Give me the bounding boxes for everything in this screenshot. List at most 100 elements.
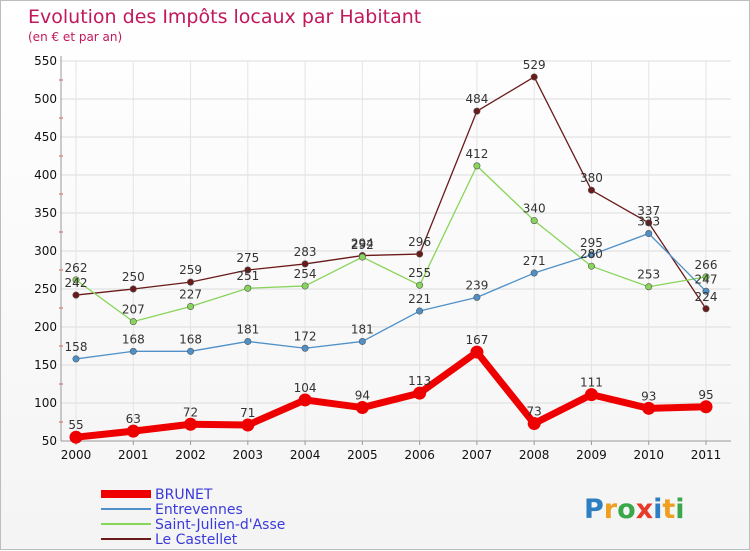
data-point: [72, 355, 80, 363]
series-line: [75, 165, 707, 323]
data-label: 259: [179, 263, 202, 277]
series-line: [75, 76, 707, 310]
data-label: 227: [179, 287, 202, 301]
data-label: 255: [408, 266, 431, 280]
data-label: 250: [122, 270, 145, 284]
data-point: [358, 337, 366, 345]
y-tick-label: 350: [34, 206, 57, 220]
data-point: [244, 284, 252, 292]
data-label: 239: [465, 278, 488, 292]
data-point: [187, 347, 195, 355]
data-label: 221: [408, 292, 431, 306]
y-tick-label: 500: [34, 92, 57, 106]
legend-label: BRUNET: [155, 487, 213, 503]
y-tick-label: 450: [34, 130, 57, 144]
y-tick-label: 150: [34, 358, 57, 372]
data-point: [642, 401, 656, 415]
data-label: 296: [408, 235, 431, 249]
data-label: 529: [523, 58, 546, 72]
data-label: 292: [351, 238, 374, 252]
data-point: [72, 291, 80, 299]
data-label: 323: [637, 215, 660, 229]
data-label: 337: [637, 204, 660, 218]
data-point: [187, 278, 195, 286]
data-label: 266: [695, 258, 718, 272]
x-tick-label: 2010: [633, 448, 664, 462]
x-tick-label: 2007: [462, 448, 493, 462]
data-point: [413, 386, 427, 400]
data-point: [530, 217, 538, 225]
data-point: [473, 162, 481, 170]
data-point: [301, 344, 309, 352]
data-point: [301, 260, 309, 268]
data-label: 412: [465, 147, 488, 161]
data-label: 224: [695, 290, 718, 304]
logo-letter: i: [675, 494, 684, 525]
data-point: [527, 417, 541, 431]
data-label: 294: [351, 237, 374, 251]
data-point: [699, 400, 713, 414]
logo-letter: x: [636, 494, 653, 525]
logo-letter: r: [604, 494, 618, 525]
data-point: [241, 418, 255, 432]
data-point: [126, 424, 140, 438]
y-tick-label: 550: [34, 54, 57, 68]
data-labels: 55 63 72 71 104 94 113 167 73 111 93 95 158 168 168 181…: [65, 58, 718, 432]
axes: 50 100 150 200 250 300 350 400 450 500 550 2000 2001…: [34, 54, 731, 462]
data-label: 93: [641, 389, 656, 403]
x-tick-label: 2008: [519, 448, 550, 462]
data-label: 73: [527, 405, 542, 419]
data-point: [298, 393, 312, 407]
logo-letter: i: [653, 494, 662, 525]
data-point: [473, 107, 481, 115]
data-point: [702, 305, 710, 313]
logo-letter: t: [662, 494, 675, 525]
y-tick-label: 300: [34, 244, 57, 258]
x-tick-label: 2000: [61, 448, 92, 462]
logo-letter: P: [584, 494, 604, 525]
data-label: 247: [695, 272, 718, 286]
data-label: 275: [236, 251, 259, 265]
data-label: 295: [580, 236, 603, 250]
legend-label: Le Castellet: [155, 532, 238, 548]
data-label: 94: [355, 389, 370, 403]
data-label: 283: [294, 245, 317, 259]
proxiti-logo: Proxiti: [584, 494, 685, 525]
gridlines: [61, 60, 731, 442]
data-label: 55: [68, 418, 83, 432]
data-label: 158: [65, 340, 88, 354]
data-label: 111: [580, 376, 603, 390]
x-tick-label: 2009: [576, 448, 607, 462]
data-label: 168: [122, 332, 145, 346]
chart-title: Evolution des Impôts locaux par Habitant: [28, 6, 421, 28]
data-label: 484: [465, 92, 488, 106]
x-tick-label: 2003: [233, 448, 264, 462]
y-tick-label: 200: [34, 320, 57, 334]
data-point: [587, 251, 595, 259]
data-point: [702, 287, 710, 295]
y-tick-label: 100: [34, 396, 57, 410]
data-label: 380: [580, 171, 603, 185]
data-label: 340: [523, 202, 546, 216]
data-label: 181: [236, 322, 259, 336]
data-point: [184, 417, 198, 431]
data-point: [587, 262, 595, 270]
data-point: [587, 186, 595, 194]
data-point: [129, 285, 137, 293]
legend-label: Saint-Julien-d'Asse: [155, 517, 285, 533]
data-label: 71: [240, 406, 255, 420]
data-point: [530, 73, 538, 81]
x-tick-label: 2002: [175, 448, 206, 462]
data-label: 113: [408, 374, 431, 388]
data-point: [355, 401, 369, 415]
data-point: [645, 219, 653, 227]
data-point: [129, 318, 137, 326]
data-label: 254: [294, 267, 317, 281]
data-label: 280: [580, 247, 603, 261]
data-point: [645, 230, 653, 238]
series-line: [75, 232, 707, 360]
x-tick-label: 2006: [404, 448, 435, 462]
